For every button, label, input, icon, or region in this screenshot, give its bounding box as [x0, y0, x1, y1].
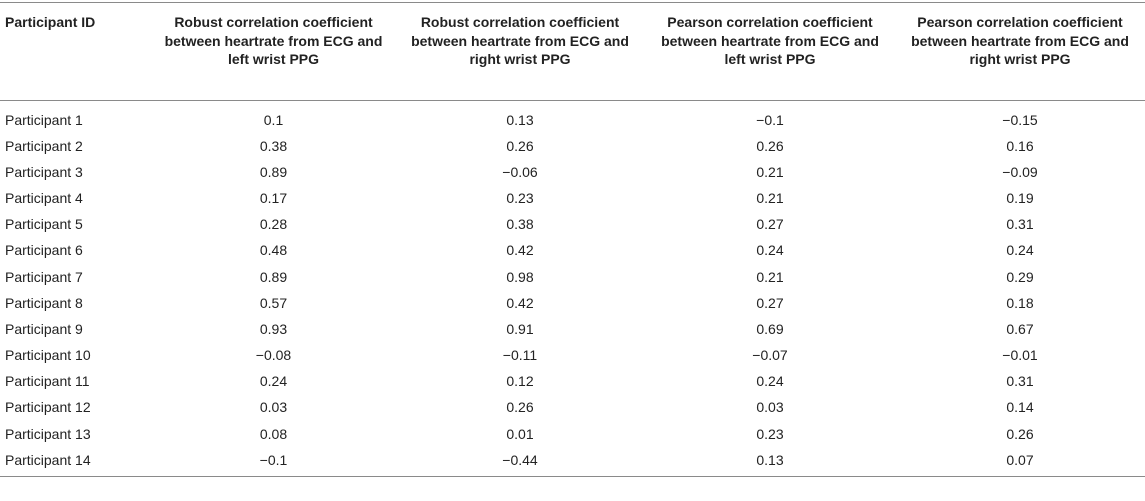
header-participant-id: Participant ID: [0, 2, 152, 101]
robust-right-cell: −0.44: [395, 446, 645, 478]
pearson-left-cell: 0.21: [756, 163, 784, 180]
header-pearson-left: Pearson correlation coefficient between …: [645, 2, 895, 101]
robust-right-cell: 0.01: [506, 425, 534, 442]
pearson-right-cell: 0.26: [1006, 425, 1034, 442]
pearson-right-cell: 0.31: [1006, 373, 1034, 390]
table-row: Participant 13 0.08 0.01 0.23 0.26: [0, 421, 1145, 447]
pearson-right-cell: 0.14: [1006, 399, 1034, 416]
pearson-right-cell: 0.18: [1006, 294, 1034, 311]
robust-right-cell: 0.42: [506, 242, 534, 259]
pearson-right-cell: 0.07: [895, 446, 1145, 478]
participant-id-cell: Participant 11: [5, 373, 90, 390]
robust-right-cell: 0.91: [506, 320, 534, 337]
pearson-right-cell: −0.01: [1002, 347, 1038, 364]
pearson-left-cell: 0.24: [756, 373, 784, 390]
header-robust-right: Robust correlation coefficient between h…: [395, 2, 645, 101]
participant-id-cell: Participant 14: [0, 446, 152, 478]
pearson-left-cell: 0.21: [756, 189, 784, 206]
pearson-left-cell: 0.26: [756, 137, 784, 154]
robust-right-cell: 0.42: [506, 294, 534, 311]
pearson-right-cell: 0.31: [1006, 216, 1034, 233]
robust-left-cell: 0.03: [259, 399, 288, 416]
robust-left-cell: 0.48: [259, 242, 288, 259]
participant-id-cell: Participant 13: [5, 425, 91, 442]
table-row: Participant 3 0.89 −0.06 0.21 −0.09: [0, 159, 1145, 185]
header-row: Participant ID Robust correlation coeffi…: [0, 2, 1145, 101]
table-row: Participant 10 −0.08 −0.11 −0.07 −0.01: [0, 342, 1145, 368]
table-body: Participant 1 0.1 0.13 −0.1 −0.15 Partic…: [0, 101, 1145, 478]
pearson-right-cell: −0.09: [1002, 163, 1038, 180]
correlation-table: Participant ID Robust correlation coeffi…: [0, 2, 1145, 478]
pearson-left-cell: 0.27: [756, 216, 784, 233]
robust-left-cell: −0.1: [152, 446, 395, 478]
robust-right-cell: 0.12: [506, 373, 534, 390]
table-row: Participant 4 0.17 0.23 0.21 0.19: [0, 185, 1145, 211]
table-row: Participant 5 0.28 0.38 0.27 0.31: [0, 211, 1145, 237]
table-row: Participant 7 0.89 0.98 0.21 0.29: [0, 263, 1145, 289]
robust-right-cell: 0.26: [506, 137, 534, 154]
pearson-left-cell: 0.24: [756, 242, 784, 259]
pearson-left-cell: 0.23: [756, 425, 784, 442]
participant-id-cell: Participant 7: [5, 268, 83, 285]
robust-left-cell: 0.89: [259, 163, 288, 180]
participant-id-cell: Participant 12: [5, 399, 91, 416]
table-row: Participant 12 0.03 0.26 0.03 0.14: [0, 394, 1145, 420]
robust-left-cell: −0.08: [255, 347, 292, 364]
pearson-right-cell: 0.24: [1006, 242, 1034, 259]
table-row: Participant 6 0.48 0.42 0.24 0.24: [0, 237, 1145, 263]
table-row: Participant 11 0.24 0.12 0.24 0.31: [0, 368, 1145, 394]
participant-id-cell: Participant 9: [5, 320, 83, 337]
header-pearson-right: Pearson correlation coefficient between …: [895, 2, 1145, 101]
table-header: Participant ID Robust correlation coeffi…: [0, 2, 1145, 101]
pearson-left-cell: 0.69: [756, 320, 784, 337]
pearson-left-cell: 0.21: [756, 268, 784, 285]
robust-right-cell: 0.98: [506, 268, 534, 285]
participant-id-cell: Participant 10: [5, 347, 91, 364]
robust-left-cell: 0.93: [259, 320, 288, 337]
pearson-left-cell: 0.13: [645, 446, 895, 478]
robust-left-cell: 0.89: [259, 268, 288, 285]
pearson-right-cell: 0.29: [1006, 268, 1034, 285]
pearson-left-cell: 0.03: [756, 399, 784, 416]
table-row: Participant 9 0.93 0.91 0.69 0.67: [0, 316, 1145, 342]
participant-id-cell: Participant 8: [5, 294, 83, 311]
participant-id-cell: Participant 3: [5, 163, 83, 180]
robust-right-cell: 0.38: [506, 216, 534, 233]
robust-right-cell: −0.06: [502, 163, 538, 180]
participant-id-cell: Participant 6: [5, 242, 83, 259]
participant-id-cell: Participant 2: [5, 137, 83, 154]
table-row: Participant 1 0.1 0.13 −0.1 −0.15: [0, 101, 1145, 133]
table-row: Participant 8 0.57 0.42 0.27 0.18: [0, 290, 1145, 316]
robust-left-cell: 0.57: [259, 294, 288, 311]
header-robust-left: Robust correlation coefficient between h…: [152, 2, 395, 101]
robust-left-cell: 0.38: [259, 137, 288, 154]
robust-left-cell: 0.08: [259, 425, 288, 442]
robust-left-cell: 0.1: [263, 111, 284, 128]
table-row: Participant 14 −0.1 −0.44 0.13 0.07: [0, 446, 1145, 478]
participant-id-cell: Participant 5: [5, 216, 83, 233]
robust-right-cell: 0.26: [506, 399, 534, 416]
pearson-left-cell: −0.1: [756, 111, 784, 128]
pearson-left-cell: 0.27: [756, 294, 784, 311]
pearson-left-cell: −0.07: [752, 347, 788, 364]
pearson-right-cell: 0.19: [1006, 189, 1034, 206]
robust-left-cell: 0.24: [259, 373, 288, 390]
participant-id-cell: Participant 4: [5, 189, 83, 206]
pearson-right-cell: 0.67: [1006, 320, 1034, 337]
participant-id-cell: Participant 1: [5, 111, 83, 128]
robust-right-cell: −0.11: [502, 347, 538, 364]
robust-left-cell: 0.28: [259, 216, 288, 233]
robust-right-cell: 0.23: [506, 189, 534, 206]
pearson-right-cell: −0.15: [1002, 111, 1038, 128]
table-row: Participant 2 0.38 0.26 0.26 0.16: [0, 133, 1145, 159]
robust-right-cell: 0.13: [506, 111, 534, 128]
pearson-right-cell: 0.16: [1006, 137, 1034, 154]
robust-left-cell: 0.17: [259, 189, 288, 206]
